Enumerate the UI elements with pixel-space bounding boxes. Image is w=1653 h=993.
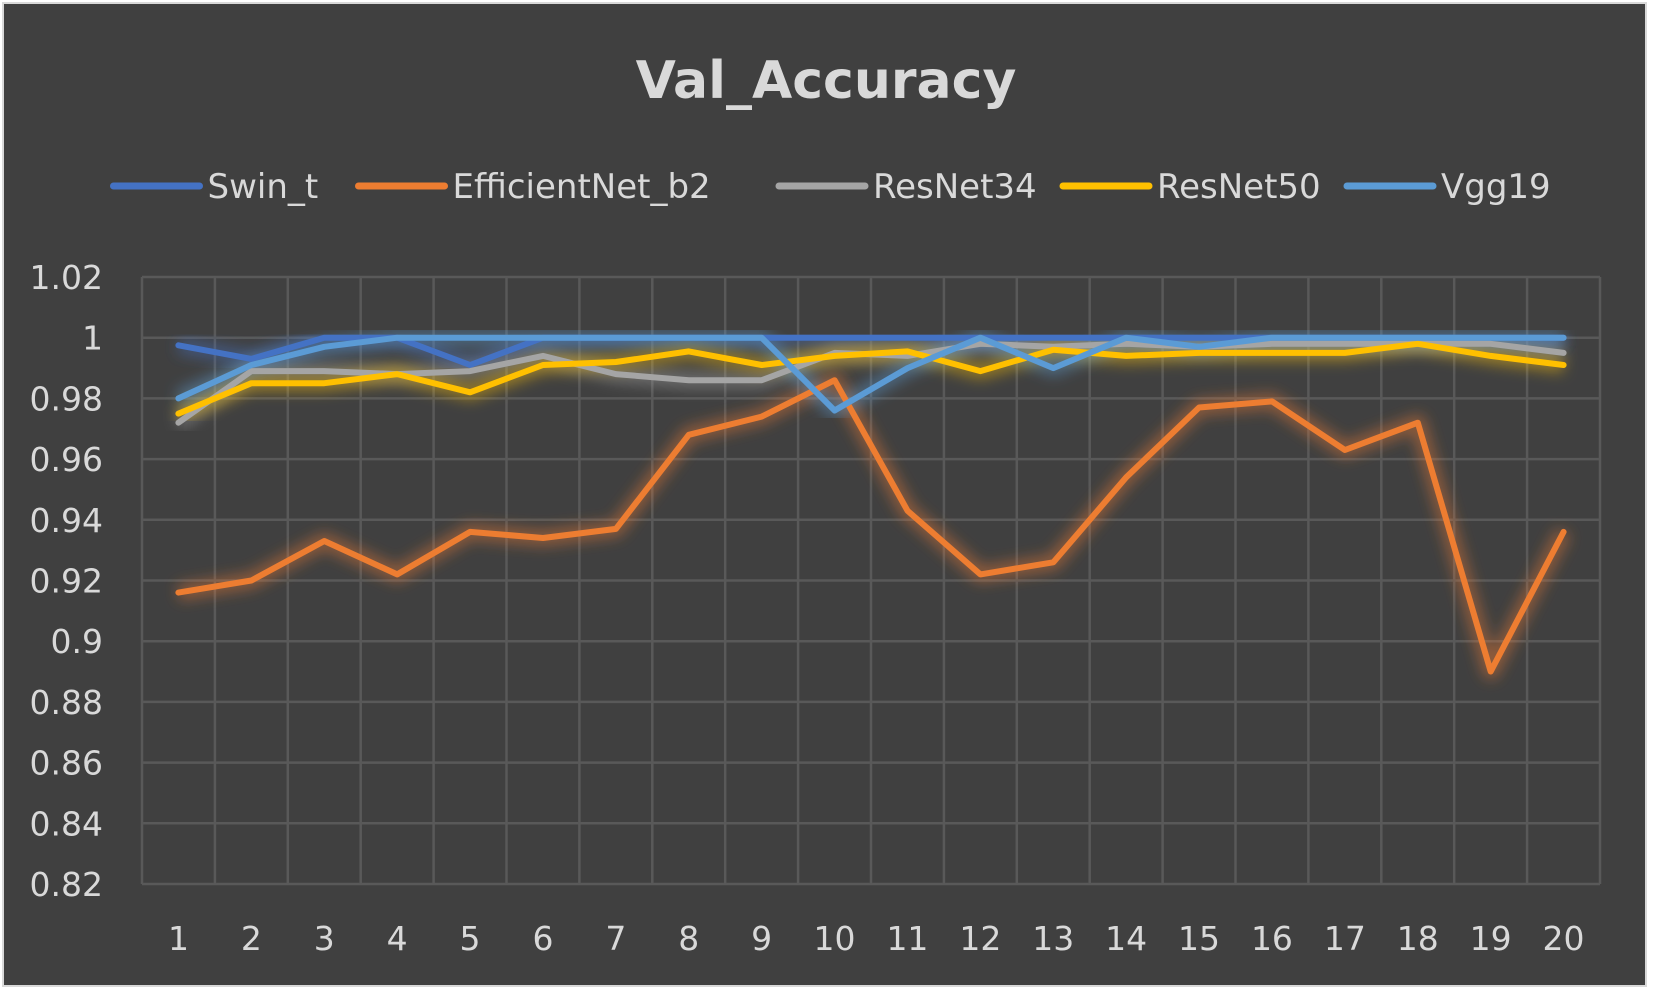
series-line-efficientnet-b2 <box>175 377 1567 675</box>
y-tick-label: 0.96 <box>30 440 103 479</box>
x-tick-label: 3 <box>314 919 335 958</box>
y-tick-label: 1 <box>82 319 103 358</box>
y-tick-label: 0.84 <box>30 804 103 843</box>
x-tick-label: 18 <box>1397 919 1439 958</box>
x-tick-label: 17 <box>1324 919 1366 958</box>
series-lines <box>175 334 1567 675</box>
x-tick-label: 7 <box>605 919 626 958</box>
series-line-resnet50 <box>175 340 1567 417</box>
y-tick-label: 0.94 <box>30 501 103 540</box>
legend-label: ResNet50 <box>1157 167 1321 207</box>
legend-label: ResNet34 <box>873 167 1037 207</box>
y-axis-ticks: 1.02 1 0.98 0.96 0.94 0.92 0.9 0.88 0.86 0.84 0.82 <box>30 258 103 904</box>
x-tick-label: 4 <box>387 919 408 958</box>
y-tick-label: 0.86 <box>30 744 103 783</box>
y-tick-label: 0.98 <box>30 379 103 418</box>
x-tick-label: 1 <box>168 919 189 958</box>
x-tick-label: 16 <box>1251 919 1293 958</box>
x-tick-label: 5 <box>460 919 481 958</box>
x-tick-label: 20 <box>1543 919 1585 958</box>
y-tick-label: 0.92 <box>30 562 103 601</box>
y-tick-label: 0.82 <box>30 865 103 904</box>
y-tick-label: 0.88 <box>30 683 103 722</box>
x-tick-label: 2 <box>241 919 262 958</box>
x-tick-label: 14 <box>1105 919 1147 958</box>
y-tick-label: 1.02 <box>30 258 103 297</box>
x-tick-label: 12 <box>959 919 1001 958</box>
x-tick-label: 9 <box>751 919 772 958</box>
legend: Swin_t EfficientNet_b2 ResNet34 ResNet50 Vgg… <box>110 167 1551 207</box>
x-tick-label: 10 <box>814 919 856 958</box>
y-tick-label: 0.9 <box>51 622 103 661</box>
x-axis-ticks: 1 2 3 4 5 6 7 8 9 10 11 12 13 14 15 16 17 18 19 20 <box>168 919 1585 958</box>
legend-label: EfficientNet_b2 <box>453 167 711 207</box>
chart-title: Val_Accuracy <box>636 51 1017 111</box>
x-tick-label: 15 <box>1178 919 1220 958</box>
legend-label: Swin_t <box>208 167 319 207</box>
x-tick-label: 13 <box>1032 919 1074 958</box>
legend-label: Vgg19 <box>1441 167 1551 207</box>
x-tick-label: 6 <box>532 919 553 958</box>
x-tick-label: 11 <box>886 919 928 958</box>
x-tick-label: 8 <box>678 919 699 958</box>
x-tick-label: 19 <box>1470 919 1512 958</box>
series-line-vgg19 <box>175 334 1567 414</box>
